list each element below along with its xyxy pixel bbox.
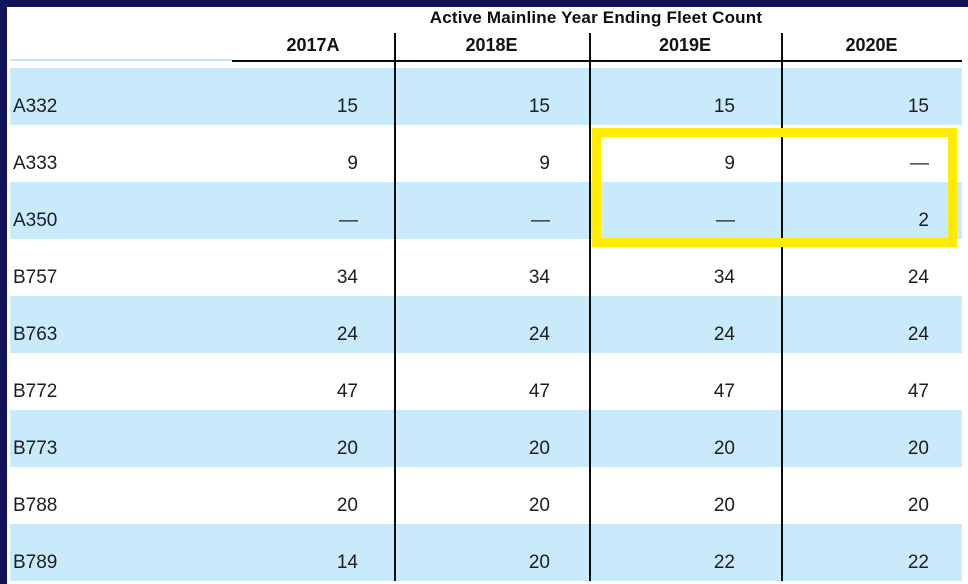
table-row-b763: B763 24 24 24 24 [10, 296, 962, 353]
cell-value: 47 [907, 381, 929, 402]
frame-border-top [0, 0, 968, 7]
cell-value: 24 [907, 324, 929, 345]
cell-value: 24 [907, 267, 929, 288]
cell-value: 20 [528, 438, 550, 459]
column-divider [589, 33, 591, 581]
cell-value: 34 [336, 267, 358, 288]
cell-value: 34 [713, 267, 735, 288]
column-header-2018e: 2018E [465, 35, 518, 55]
column-divider [781, 33, 783, 581]
cell-value: 20 [713, 438, 735, 459]
column-divider [394, 33, 396, 581]
column-header-2020e: 2020E [845, 35, 898, 55]
cell-value: 20 [336, 495, 358, 516]
cell-value: 15 [528, 96, 550, 117]
table-row-b773: B773 20 20 20 20 [10, 410, 962, 467]
table-row-b757: B757 34 34 34 24 [10, 239, 962, 296]
table-row-b789: B789 14 20 22 22 [10, 524, 962, 581]
cell-value: — [339, 210, 358, 231]
row-label: B772 [13, 381, 58, 402]
cell-value: 20 [528, 552, 550, 573]
row-label: A333 [13, 153, 58, 174]
cell-value: — [910, 153, 929, 174]
cell-value: 22 [713, 552, 735, 573]
row-label: B789 [13, 552, 58, 573]
table-row-b788: B788 20 20 20 20 [10, 467, 962, 524]
cell-value: 24 [528, 324, 550, 345]
cell-value: 9 [724, 153, 735, 174]
cell-value: 20 [907, 495, 929, 516]
row-label: B757 [13, 267, 58, 288]
cell-value: — [531, 210, 550, 231]
cell-value: 20 [336, 438, 358, 459]
row-label: B788 [13, 495, 58, 516]
cell-value: 34 [528, 267, 550, 288]
cell-value: 47 [528, 381, 550, 402]
cell-value: 2 [918, 210, 929, 231]
cell-value: 20 [907, 438, 929, 459]
column-header-2017a: 2017A [286, 35, 340, 55]
row-label: A350 [13, 210, 58, 231]
cell-value: 15 [336, 96, 358, 117]
cell-value: 14 [336, 552, 358, 573]
cell-value: 24 [336, 324, 358, 345]
cell-value: 47 [336, 381, 358, 402]
cell-value: 15 [907, 96, 929, 117]
cell-value: 9 [347, 153, 358, 174]
row-label: B763 [13, 324, 58, 345]
cell-value: 22 [907, 552, 929, 573]
table-row-a333: A333 9 9 9 — [10, 125, 962, 182]
cell-value: 9 [539, 153, 550, 174]
header-underline [232, 60, 962, 62]
cell-value: 15 [713, 96, 735, 117]
page-title: Active Mainline Year Ending Fleet Count [429, 8, 763, 27]
cell-value: 24 [713, 324, 735, 345]
column-header-2019e: 2019E [658, 35, 712, 55]
row-label: A332 [13, 96, 58, 117]
row-label: B773 [13, 438, 58, 459]
table-row-a332: A332 15 15 15 15 [10, 68, 962, 125]
cell-value: 20 [713, 495, 735, 516]
cell-value: 47 [713, 381, 735, 402]
label-column-topline [10, 59, 232, 61]
table-row-b772: B772 47 47 47 47 [10, 353, 962, 410]
cell-value: 20 [528, 495, 550, 516]
cell-value: — [716, 210, 735, 231]
frame-border-left [0, 0, 7, 584]
table-row-a350: A350 — — — 2 [10, 182, 962, 239]
